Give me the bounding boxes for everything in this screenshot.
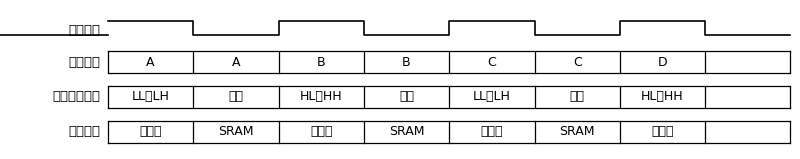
Text: 自循环: 自循环 <box>310 125 333 138</box>
Text: A: A <box>232 55 240 69</box>
Text: 读入数据: 读入数据 <box>68 125 100 138</box>
Text: 无效: 无效 <box>570 90 585 104</box>
Text: 无效: 无效 <box>399 90 414 104</box>
Text: D: D <box>658 55 667 69</box>
Text: SRAM: SRAM <box>218 125 254 138</box>
Text: 参与计算: 参与计算 <box>68 55 100 69</box>
Text: 产生数据类型: 产生数据类型 <box>52 90 100 104</box>
Text: 自循环: 自循环 <box>139 125 162 138</box>
Text: HL、HH: HL、HH <box>641 90 684 104</box>
Text: 读写标志: 读写标志 <box>68 24 100 37</box>
Text: 自循环: 自循环 <box>481 125 503 138</box>
Text: B: B <box>317 55 326 69</box>
Text: B: B <box>402 55 411 69</box>
Text: SRAM: SRAM <box>559 125 595 138</box>
Text: HL、HH: HL、HH <box>300 90 342 104</box>
Text: C: C <box>573 55 582 69</box>
Text: LL、LH: LL、LH <box>132 90 170 104</box>
Text: 自循环: 自循环 <box>651 125 674 138</box>
Text: SRAM: SRAM <box>389 125 424 138</box>
Text: LL、LH: LL、LH <box>473 90 510 104</box>
Text: C: C <box>487 55 496 69</box>
Text: A: A <box>146 55 155 69</box>
Text: 无效: 无效 <box>229 90 243 104</box>
